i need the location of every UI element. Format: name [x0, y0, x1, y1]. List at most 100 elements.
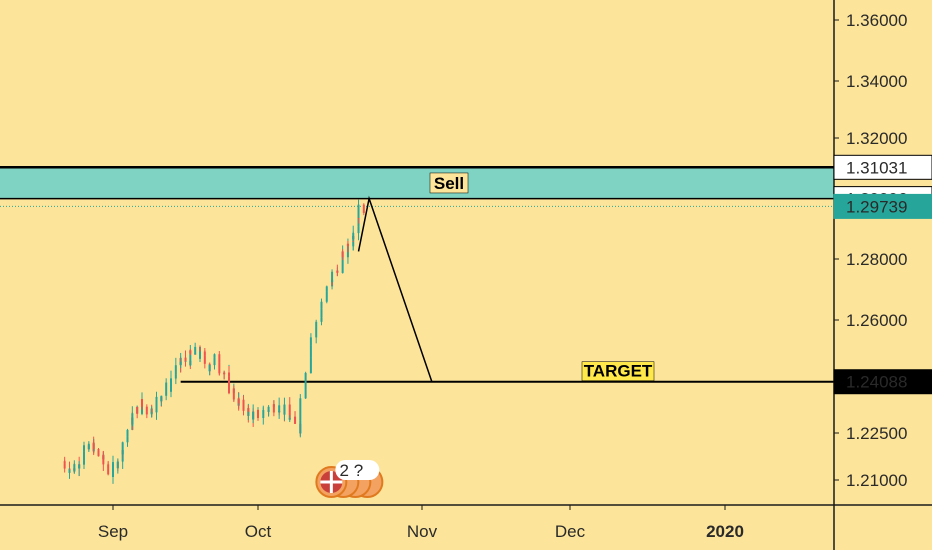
target-label: TARGET [581, 361, 655, 381]
candle-body [131, 413, 134, 425]
candle-body [272, 404, 275, 413]
price-tag[interactable]: 1.31031 [833, 154, 932, 180]
candle-body [97, 449, 100, 451]
candle-body [179, 361, 182, 365]
candle-body [320, 317, 323, 322]
candle-body [299, 398, 302, 421]
candle-body [83, 460, 85, 465]
candle-body [97, 450, 100, 457]
event-count-text: 2 ? [340, 461, 364, 480]
candle-body [315, 321, 318, 327]
event-count-badge [335, 460, 380, 480]
y-tick-label: 1.34000 [846, 72, 907, 91]
candles [63, 199, 365, 484]
candle-body [174, 365, 177, 375]
candle-body [304, 372, 307, 390]
candle-body [242, 399, 245, 411]
candle-body [87, 443, 90, 450]
price-tag[interactable]: 1.24088 [833, 369, 932, 395]
candle-body [283, 404, 286, 415]
candle-body [228, 372, 230, 377]
time-axis[interactable]: Sep Oct Nov Dec 2020 [0, 504, 932, 541]
candle-body [294, 416, 297, 424]
price-tag[interactable]: 1.29739 [833, 193, 932, 219]
candle-body [194, 346, 197, 355]
y-tick-label: 1.22500 [846, 424, 907, 443]
x-tick-label: Oct [245, 522, 272, 541]
candle-body [160, 395, 163, 402]
candle-body [208, 367, 211, 372]
candle-body [262, 415, 265, 418]
candle-body [184, 357, 187, 361]
candle-body [336, 270, 339, 273]
candle-body [352, 233, 355, 236]
candle-body [288, 418, 291, 420]
candle-body [112, 462, 114, 464]
candle-body [107, 468, 110, 475]
candle-body [199, 351, 201, 359]
plot-area[interactable]: Sell TARGET 2 ? [0, 166, 834, 498]
candle-body [237, 398, 240, 404]
candle-body [223, 372, 226, 375]
candle-body [320, 308, 323, 318]
candle-body [309, 337, 312, 346]
candle-body [116, 461, 119, 469]
candle-body [346, 243, 349, 247]
candle-body [145, 406, 148, 412]
price-axis[interactable]: 1.36000 1.34000 1.32000 1.28000 1.26000 1.225… [833, 0, 932, 550]
candle-body [304, 389, 307, 399]
y-tick-label: 1.32000 [846, 129, 907, 148]
candle-body [262, 410, 265, 416]
candle-body [320, 301, 323, 309]
candle-body [208, 365, 211, 368]
candle-body [141, 399, 143, 406]
price-tag-bg [833, 193, 932, 219]
candle-body [150, 412, 153, 414]
candle-body [247, 408, 250, 412]
candle-body [357, 204, 360, 218]
candle-body [145, 411, 148, 415]
y-tick-label: 1.28000 [846, 250, 907, 269]
candle-body [278, 405, 281, 412]
candle-body [73, 464, 76, 472]
candle-body [213, 354, 216, 358]
candle-body [165, 382, 168, 392]
candle-body [357, 222, 360, 227]
candle-body [362, 204, 365, 213]
candle-body [112, 463, 114, 477]
candle-body [63, 463, 66, 469]
candle-body [252, 411, 255, 420]
candle-body [228, 376, 230, 394]
projection-path[interactable] [357, 195, 433, 382]
candle-body [141, 405, 143, 407]
sell-label-bg [429, 172, 469, 194]
candle-body [92, 442, 95, 450]
candle-body [102, 454, 105, 465]
sell-label-text: Sell [434, 174, 464, 193]
y-tick-label: 1.36000 [846, 11, 907, 30]
candle-body [155, 399, 158, 413]
price-tag-bg [833, 154, 932, 180]
x-tick-label: 2020 [706, 522, 744, 541]
candle-body [136, 406, 139, 414]
event-marker[interactable]: 2 ? [315, 460, 384, 498]
candle-body [189, 350, 192, 366]
candle-body [213, 357, 216, 366]
target-label-bg [581, 361, 655, 381]
y-tick-label: 1.21000 [846, 471, 907, 490]
candle-body [325, 291, 328, 302]
x-tick-label: Sep [98, 522, 128, 541]
candle-body [309, 357, 312, 373]
candle-body [331, 271, 334, 283]
candle-body [121, 442, 124, 455]
candle-body [203, 355, 206, 364]
candle-body [170, 378, 172, 383]
candle-body [78, 464, 81, 469]
candle-body [68, 469, 71, 473]
candle-body [155, 396, 158, 400]
candle-body [341, 251, 344, 258]
candle-body [83, 451, 85, 461]
sell-zone[interactable] [0, 167, 834, 199]
candle-body [325, 286, 328, 292]
